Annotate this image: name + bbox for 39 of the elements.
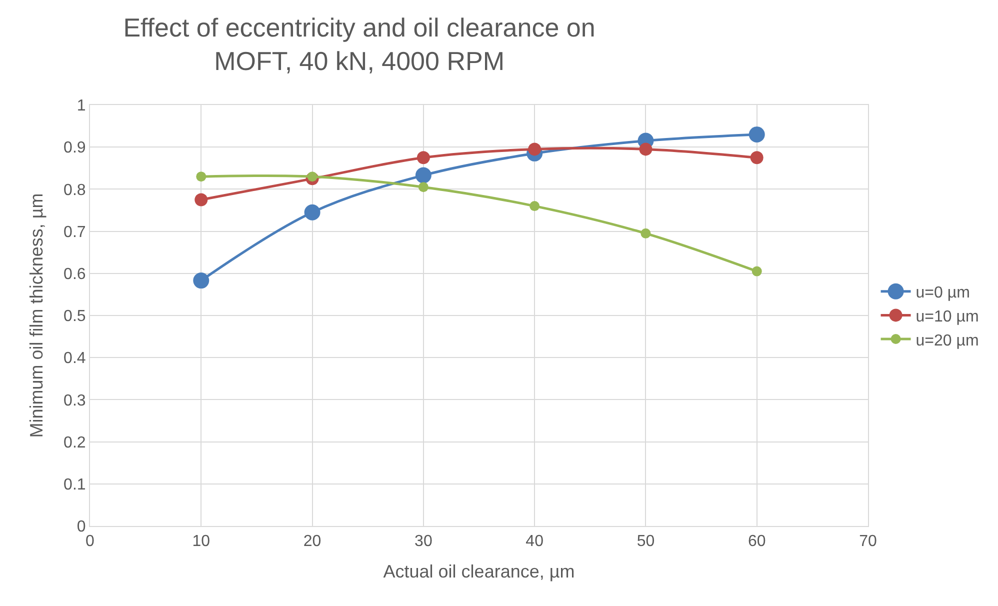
x-tick-label: 20: [303, 533, 322, 550]
point: [304, 204, 320, 220]
point: [528, 142, 542, 156]
x-axis-title: Actual oil clearance, µm: [383, 561, 575, 582]
x-tick-label: 10: [192, 533, 210, 550]
x-tick-label: 50: [636, 533, 655, 550]
point: [196, 172, 206, 182]
y-tick-label: 0.9: [64, 140, 86, 157]
chart-title: Effect of eccentricity and oil clearance on MOFT, 40 kN, 4000 RPM: [123, 12, 596, 76]
point: [194, 193, 208, 206]
y-tick-label: 0.2: [64, 434, 86, 452]
y-tick-label: 1: [76, 98, 86, 115]
x-tick-label: 70: [859, 533, 877, 550]
point: [750, 151, 764, 164]
x-tick-label: 40: [526, 533, 544, 550]
y-tick-label: 0: [76, 518, 86, 536]
y-tick-label: 0.1: [64, 476, 86, 494]
point: [415, 167, 432, 184]
point: [752, 266, 762, 276]
point: [416, 151, 430, 164]
point: [530, 201, 540, 212]
legend-label: u=10 µm: [916, 308, 979, 326]
point: [640, 228, 651, 238]
y-tick-label: 0.8: [64, 182, 86, 199]
y-tick-label: 0.4: [64, 350, 86, 368]
point: [639, 142, 652, 156]
point: [748, 126, 765, 142]
y-tick-label: 0.7: [64, 224, 86, 241]
y-tick-label: 0.5: [64, 308, 86, 326]
y-tick-label: 0.6: [64, 266, 86, 283]
y-axis-title: Minimum oil film thickness, µm: [26, 193, 47, 438]
point: [193, 272, 210, 289]
y-tick-label: 0.3: [64, 392, 86, 410]
legend-label: u=0 µm: [916, 284, 970, 302]
point: [418, 182, 428, 192]
point: [307, 172, 318, 182]
legend-label: u=20 µm: [916, 332, 979, 350]
x-tick-label: 60: [748, 533, 766, 550]
x-tick-label: 30: [414, 533, 432, 550]
